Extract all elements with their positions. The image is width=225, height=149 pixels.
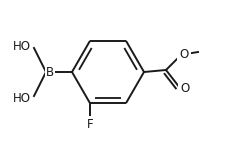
Text: O: O (180, 83, 190, 96)
Text: B: B (46, 66, 54, 79)
Text: O: O (179, 49, 189, 62)
Text: F: F (87, 118, 93, 131)
Text: HO: HO (13, 39, 31, 52)
Text: HO: HO (13, 91, 31, 104)
